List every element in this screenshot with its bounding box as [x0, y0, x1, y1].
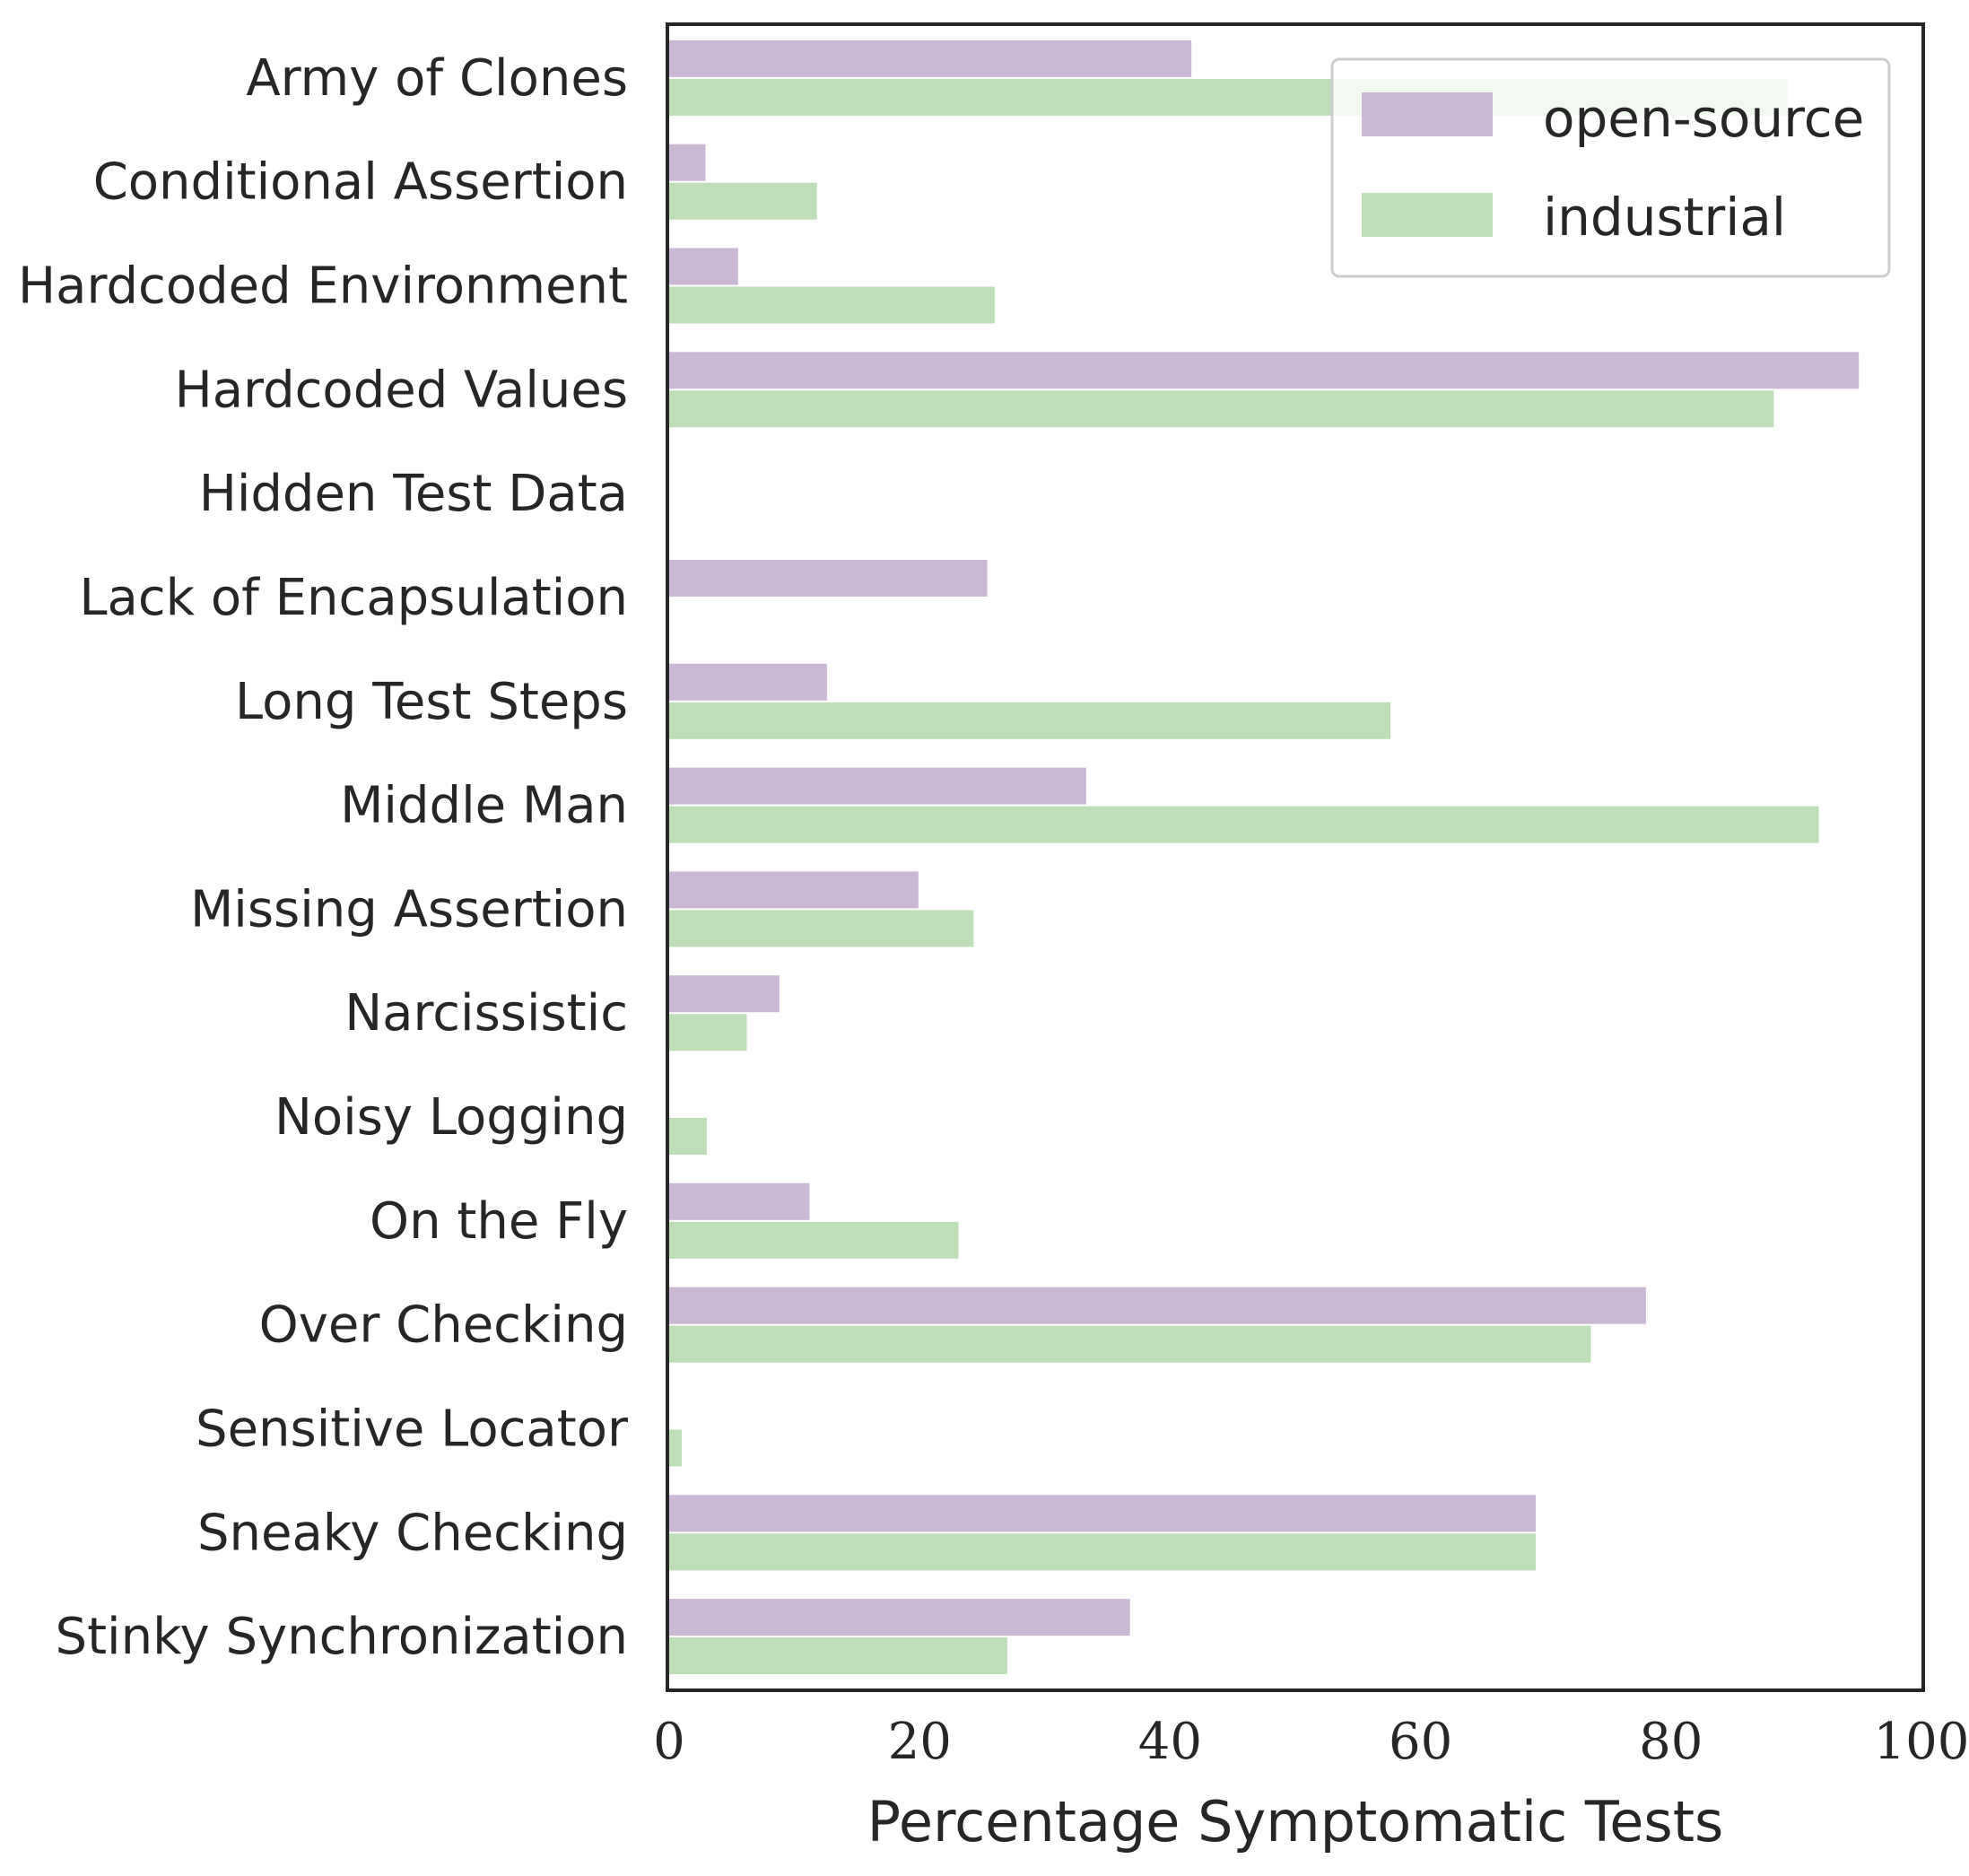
category-label: Hardcoded Values [175, 361, 628, 419]
bar-open-source-missing-assertion [669, 871, 919, 909]
bar-open-source-lack-of-encapsulation [669, 559, 988, 597]
bar-industrial-sensitive-locator [669, 1429, 682, 1467]
category-label: Middle Man [340, 777, 628, 835]
bar-open-source-narcissistic [669, 975, 780, 1013]
legend-label-industrial: industrial [1543, 187, 1786, 248]
bar-open-source-hardcoded-values [669, 352, 1860, 389]
category-label: Sensitive Locator [196, 1400, 629, 1458]
bar-open-source-long-test-steps [669, 663, 827, 701]
category-label: Narcissistic [344, 984, 628, 1043]
x-tick-label: 20 [888, 1713, 952, 1771]
x-tick-label: 100 [1874, 1713, 1969, 1771]
x-tick-label: 60 [1389, 1713, 1452, 1771]
bar-industrial-narcissistic [669, 1014, 747, 1051]
category-label: Conditional Assertion [93, 153, 628, 212]
bar-open-source-conditional-assertion [669, 144, 706, 181]
category-labels: Army of Clones Conditional Assertion Hardc… [18, 49, 629, 1666]
category-label: Missing Assertion [190, 880, 628, 938]
bar-industrial-long-test-steps [669, 702, 1391, 739]
category-label: Over Checking [259, 1296, 628, 1355]
bar-open-source-stinky-synchronization [669, 1599, 1130, 1636]
x-axis-ticks: 0 20 40 60 80 100 [653, 1713, 1969, 1771]
bar-open-source-hardcoded-environment [669, 248, 738, 285]
bar-industrial-sneaky-checking [669, 1533, 1537, 1571]
category-label: On the Fly [370, 1192, 628, 1251]
category-label: Lack of Encapsulation [79, 569, 628, 627]
bar-industrial-missing-assertion [669, 910, 974, 947]
x-tick-label: 40 [1138, 1713, 1202, 1771]
bar-open-source-army-of-clones [669, 39, 1192, 77]
category-label: Sneaky Checking [197, 1504, 628, 1562]
bars-group [669, 39, 1860, 1675]
legend-swatch-industrial [1362, 193, 1493, 237]
category-label: Hidden Test Data [199, 465, 628, 523]
bar-industrial-conditional-assertion [669, 182, 817, 220]
x-axis-title: Percentage Symptomatic Tests [867, 1789, 1724, 1854]
x-tick-label: 80 [1639, 1713, 1703, 1771]
bar-industrial-stinky-synchronization [669, 1637, 1007, 1675]
bar-industrial-hardcoded-environment [669, 286, 995, 324]
plot-frame [666, 22, 1925, 1692]
bar-industrial-over-checking [669, 1325, 1591, 1363]
bar-open-source-over-checking [669, 1287, 1646, 1324]
bar-open-source-middle-man [669, 767, 1086, 805]
category-label: Long Test Steps [235, 673, 628, 731]
category-label: Hardcoded Environment [18, 257, 628, 316]
legend-label-open-source: open-source [1543, 88, 1864, 149]
bar-open-source-on-the-fly [669, 1182, 810, 1220]
bar-industrial-middle-man [669, 806, 1819, 843]
bar-industrial-noisy-logging [669, 1118, 707, 1156]
category-label: Army of Clones [246, 49, 628, 108]
category-label: Noisy Logging [274, 1088, 628, 1147]
legend-swatch-open-source [1362, 92, 1493, 136]
bar-industrial-on-the-fly [669, 1221, 959, 1259]
category-label: Stinky Synchronization [56, 1608, 628, 1666]
x-tick-label: 0 [653, 1713, 685, 1771]
bar-open-source-sneaky-checking [669, 1495, 1537, 1532]
legend: open-source industrial [1330, 57, 1891, 278]
bar-industrial-hardcoded-values [669, 390, 1774, 428]
